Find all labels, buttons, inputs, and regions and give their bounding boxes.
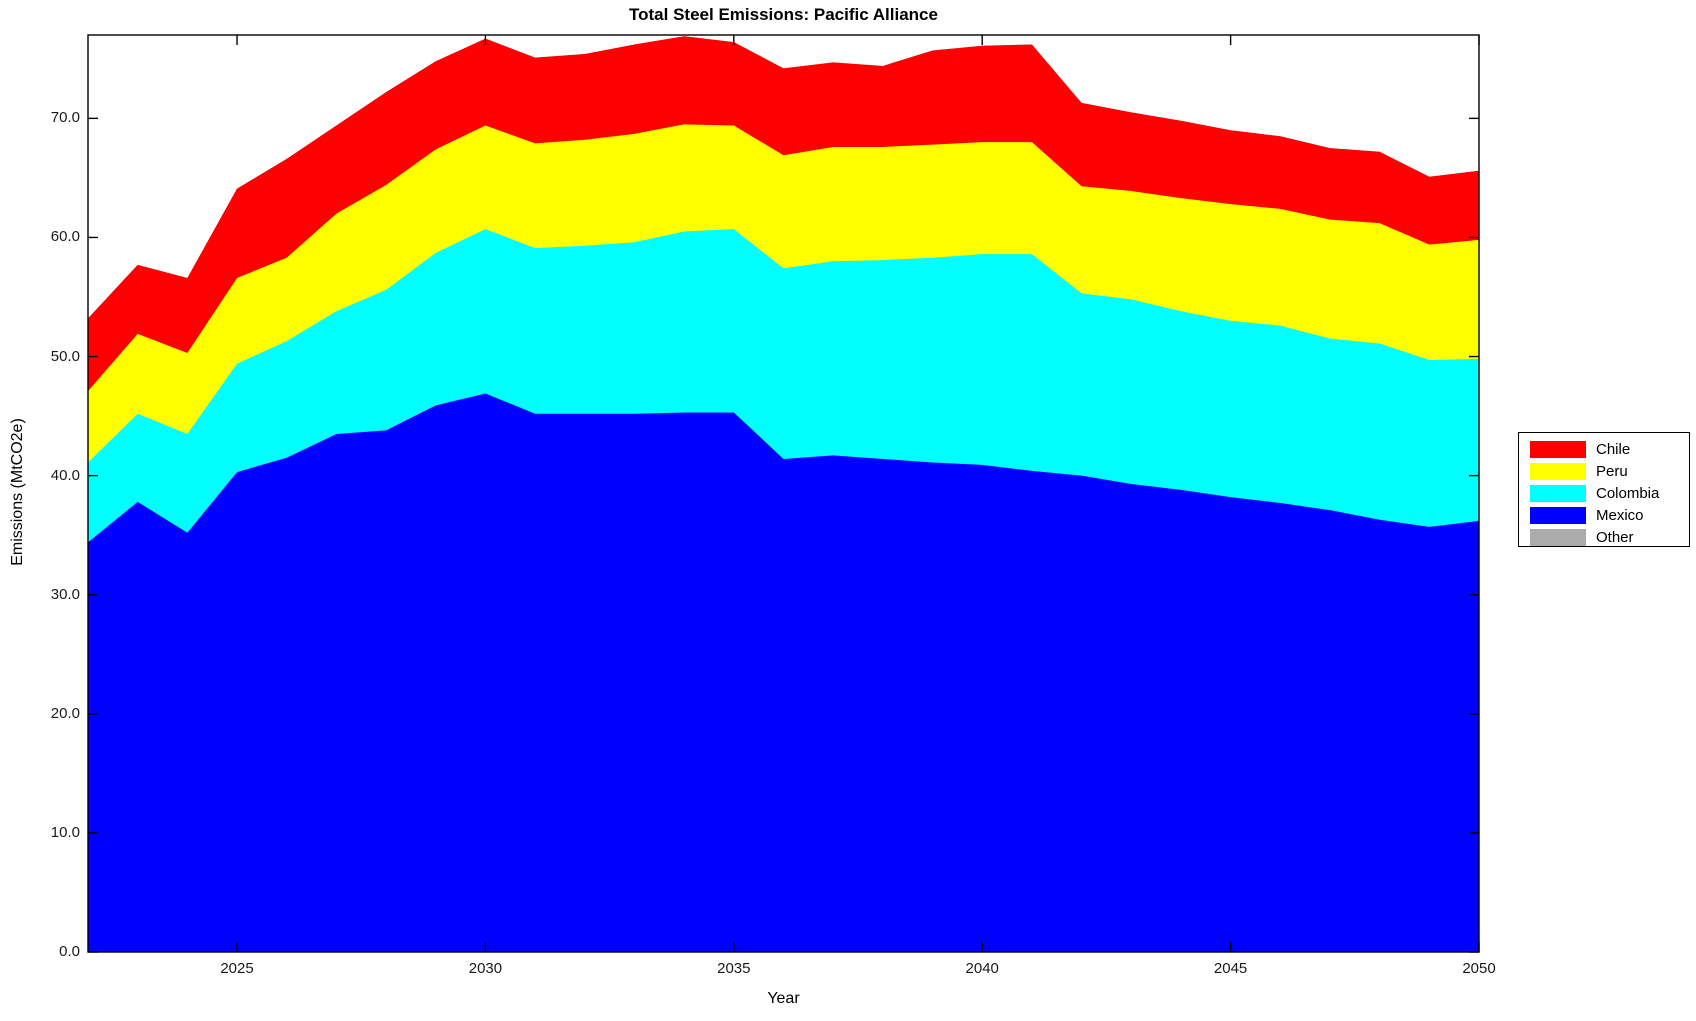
x-tick-label: 2035 [717, 960, 751, 977]
legend-label: Colombia [1596, 484, 1660, 502]
legend-swatch-icon [1530, 484, 1586, 502]
legend-swatch-icon [1530, 440, 1586, 458]
x-tick-label: 2045 [1213, 960, 1248, 977]
legend-label: Chile [1596, 440, 1631, 458]
legend-swatch-icon [1530, 528, 1586, 546]
legend-swatch-icon [1530, 462, 1586, 480]
plot-border [87, 34, 1480, 953]
legend-item-chile: Chile [1519, 438, 1689, 460]
legend-label: Other [1596, 528, 1634, 546]
y-tick-label: 60.0 [50, 228, 80, 246]
legend-label: Mexico [1596, 506, 1644, 524]
chart-title: Total Steel Emissions: Pacific Alliance [629, 5, 938, 24]
legend-item-colombia: Colombia [1519, 482, 1689, 504]
legend-swatch-icon [1530, 506, 1586, 524]
y-tick-label: 10.0 [50, 823, 80, 841]
legend-label: Peru [1596, 462, 1628, 480]
y-tick-label: 30.0 [50, 585, 80, 603]
x-axis-label: Year [767, 990, 800, 1007]
x-tick-label: 2030 [468, 960, 503, 977]
legend-item-mexico: Mexico [1519, 504, 1689, 526]
x-tick-label: 2040 [965, 960, 999, 977]
legend-box: Chile Peru Colombia Mexico Other [1518, 432, 1690, 547]
y-tick-label: 50.0 [50, 347, 80, 365]
x-tick-label: 2050 [1462, 960, 1496, 977]
y-tick-label: 0.0 [59, 943, 80, 960]
area-layer-mexico [88, 393, 1479, 952]
legend-item-other: Other [1519, 526, 1689, 548]
x-tick-label: 2025 [220, 960, 254, 977]
y-tick-label: 20.0 [50, 704, 80, 722]
y-tick-label: 40.0 [50, 466, 80, 484]
legend-item-peru: Peru [1519, 460, 1689, 482]
y-tick-label: 70.0 [50, 109, 80, 127]
